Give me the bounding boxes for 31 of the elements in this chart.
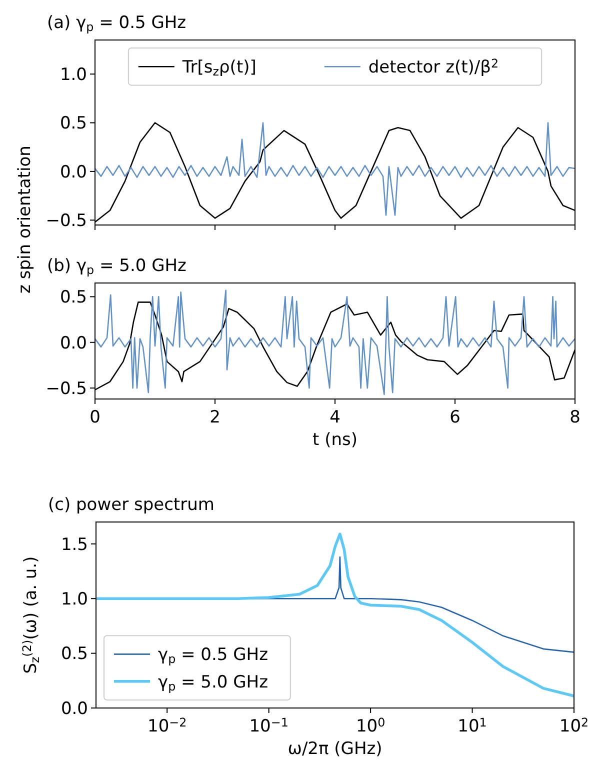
y-tick-label: 0.0 [60,162,87,182]
legend-label: γ$_{p}$ = 0.5 GHz [158,645,268,666]
y-tick-label: 0.0 [60,333,87,354]
y-tick-label: 1.0 [60,65,87,86]
x-tick-label: 10$^{−1}$ [249,714,288,736]
y-tick-label: 1.0 [60,590,88,610]
legend-label: Tr[s$_{z}$ρ(t)] [181,58,256,79]
y-tick-label: 0.5 [60,114,87,134]
x-axis-title: t (ns) [312,430,358,450]
x-axis-title: ω/2π (GHz) [288,739,382,759]
x-tick-label: 0 [90,407,100,428]
chart-title: (c) power spectrum [48,495,214,515]
x-tick-label: 10$^{1}$ [458,714,487,736]
y-tick-label: 0.5 [60,288,87,308]
y-tick-label: 1.5 [60,534,88,555]
x-tick-label: 2 [210,407,220,428]
x-tick-label: 10$^{−2}$ [148,714,187,736]
x-tick-label: 6 [450,407,460,428]
chart-title: (a) γ$_{p}$ = 0.5 GHz [47,13,186,34]
y-axis-title: z spin orientation [15,146,35,294]
y-tick-label: −0.5 [46,378,87,399]
chart-title: (b) γ$_{p}$ = 5.0 GHz [47,256,187,277]
y-tick-label: 0.5 [60,644,88,664]
legend-label: γ$_{p}$ = 5.0 GHz [158,672,268,694]
y-tick-label: 0.0 [60,698,88,719]
x-tick-label: 10$^{0}$ [356,714,386,736]
x-tick-label: 4 [330,407,340,428]
x-tick-label: 8 [570,407,580,428]
y-tick-label: −0.5 [46,211,87,232]
legend-label: detector z(t)/β$^{2}$ [368,56,499,78]
x-tick-label: 10$^{2}$ [559,714,589,736]
